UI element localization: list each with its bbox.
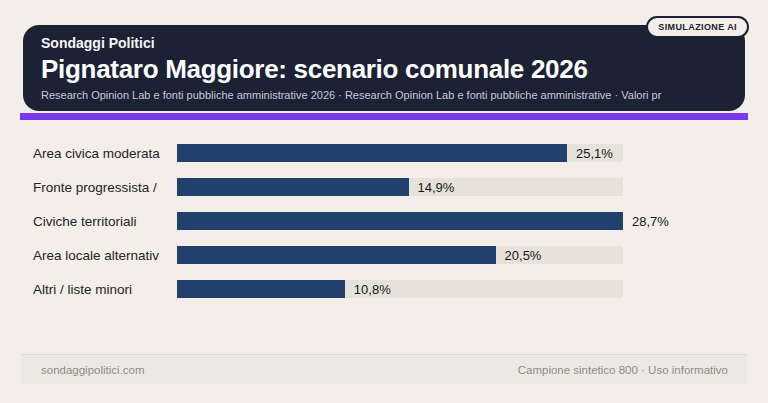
header: Sondaggi Politici Pignataro Maggiore: sc… <box>20 25 748 120</box>
bar-track: 10,8% <box>177 280 623 298</box>
bar-track: 28,7% <box>177 212 623 230</box>
page-title: Pignataro Maggiore: scenario comunale 20… <box>41 55 727 84</box>
bar-row: Fronte progressista / 14,9% <box>20 178 748 196</box>
bar-row: Civiche territoriali 28,7% <box>20 212 748 230</box>
category-label: Area civica moderata <box>20 146 177 161</box>
bar-row: Area locale alternativ 20,5% <box>20 246 748 264</box>
ai-simulation-badge: SIMULAZIONE AI <box>646 16 749 38</box>
bar-track: 25,1% <box>177 144 623 162</box>
value-label: 28,7% <box>632 214 669 229</box>
bar-chart: Area civica moderata 25,1% Fronte progre… <box>20 144 748 298</box>
bar-fill <box>177 144 567 162</box>
bar-track: 20,5% <box>177 246 623 264</box>
bar-track: 14,9% <box>177 178 623 196</box>
value-label: 10,8% <box>354 282 391 297</box>
category-label: Civiche territoriali <box>20 214 177 229</box>
bar-row: Area civica moderata 25,1% <box>20 144 748 162</box>
category-label: Area locale alternativ <box>20 248 177 263</box>
header-card: Sondaggi Politici Pignataro Maggiore: sc… <box>23 25 745 111</box>
accent-bar <box>20 113 748 120</box>
footer-source: sondaggipolitici.com <box>41 364 145 376</box>
bar-fill <box>177 212 623 230</box>
page: Sondaggi Politici Pignataro Maggiore: sc… <box>0 0 768 403</box>
header-kicker: Sondaggi Politici <box>41 34 727 53</box>
bar-fill <box>177 246 496 264</box>
bar-fill <box>177 280 345 298</box>
header-subtitle: Research Opinion Lab e fonti pubbliche a… <box>41 88 727 102</box>
bar-row: Altri / liste minori 10,8% <box>20 280 748 298</box>
footer-note: Campione sintetico 800 · Uso informativo <box>518 364 728 376</box>
value-label: 14,9% <box>418 180 455 195</box>
bar-fill <box>177 178 409 196</box>
value-label: 25,1% <box>576 146 613 161</box>
value-label: 20,5% <box>505 248 542 263</box>
category-label: Fronte progressista / <box>20 180 177 195</box>
category-label: Altri / liste minori <box>20 282 177 297</box>
footer: sondaggipolitici.com Campione sintetico … <box>22 354 747 384</box>
